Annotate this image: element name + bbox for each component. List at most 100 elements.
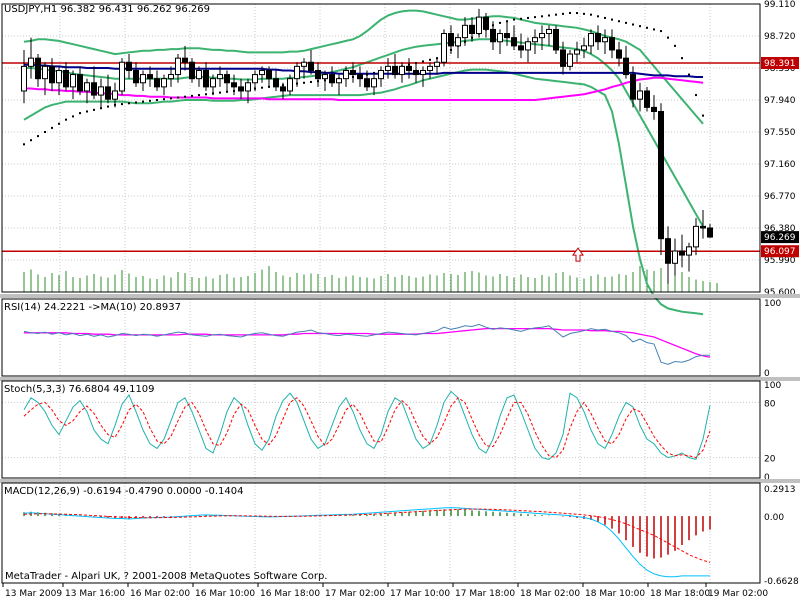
parabolic-sar-dot bbox=[499, 21, 501, 24]
level-price-box bbox=[761, 56, 799, 69]
price-axis-label: 98.720 bbox=[764, 32, 796, 42]
level-price-label: 96.097 bbox=[764, 247, 796, 257]
candle-body bbox=[294, 65, 300, 80]
macd-signal-line bbox=[23, 508, 711, 563]
level-price-box bbox=[761, 245, 799, 258]
candle-body bbox=[560, 49, 566, 67]
parabolic-sar-dot bbox=[520, 17, 522, 20]
parabolic-sar-dot bbox=[653, 28, 655, 31]
parabolic-sar-dot bbox=[226, 90, 228, 93]
parabolic-sar-dot bbox=[681, 57, 683, 60]
candle-body bbox=[434, 61, 440, 67]
price-panel-title: USDJPY,H1 96.382 96.431 96.262 96.269 bbox=[4, 4, 210, 15]
stochastic-panel-frame bbox=[1, 380, 761, 479]
candle-body bbox=[84, 82, 90, 92]
candle-body bbox=[679, 250, 685, 256]
candle-body bbox=[280, 86, 286, 92]
parabolic-sar-dot bbox=[632, 23, 634, 26]
up-arrow-icon[interactable] bbox=[572, 247, 584, 262]
candle-body bbox=[350, 69, 356, 76]
candle-body bbox=[392, 65, 398, 76]
parabolic-sar-dot bbox=[513, 18, 515, 21]
candle-body bbox=[147, 74, 153, 80]
candle-body bbox=[119, 61, 125, 92]
candle-body bbox=[329, 74, 335, 84]
candle-body bbox=[126, 61, 132, 71]
candle-body bbox=[574, 49, 580, 55]
candle-body bbox=[385, 65, 391, 71]
candle-body bbox=[700, 225, 706, 229]
candle-body bbox=[399, 65, 405, 76]
current-price-box bbox=[761, 231, 799, 244]
candle-body bbox=[455, 37, 461, 47]
parabolic-sar-dot bbox=[569, 12, 571, 15]
candle-body bbox=[245, 82, 251, 92]
candle-body bbox=[378, 69, 384, 80]
panel-separator[interactable] bbox=[0, 294, 800, 298]
parabolic-sar-dot bbox=[65, 118, 67, 121]
candle-body bbox=[217, 74, 223, 80]
price-panel[interactable]: 99.110 98.720 98.330 97.940 97.550 97.160 96.7… bbox=[1, 0, 800, 316]
parabolic-sar-dot bbox=[170, 97, 172, 100]
parabolic-sar-dot bbox=[527, 16, 529, 19]
candle-body bbox=[602, 37, 608, 43]
candle-body bbox=[98, 86, 104, 96]
candle-body bbox=[336, 78, 342, 84]
candle-body bbox=[651, 106, 657, 112]
parabolic-sar-dot bbox=[51, 126, 53, 129]
time-axis-label: 19 Mar 02:00 bbox=[708, 589, 768, 599]
candle-body bbox=[539, 33, 545, 39]
candle-body bbox=[672, 250, 678, 264]
parabolic-sar-dot bbox=[135, 101, 137, 104]
parabolic-sar-dot bbox=[191, 94, 193, 97]
parabolic-sar-dot bbox=[604, 16, 606, 19]
macd-panel[interactable]: 0.2913 0.00 -0.6628 bbox=[0, 479, 800, 587]
price-axis-label: 99.110 bbox=[764, 0, 796, 10]
parabolic-sar-dot bbox=[149, 99, 151, 102]
candle-body bbox=[343, 69, 349, 80]
candle-body bbox=[133, 69, 139, 84]
candle-body bbox=[238, 86, 244, 92]
parabolic-sar-dot bbox=[695, 94, 697, 97]
price-axis-label: 96.770 bbox=[764, 192, 796, 202]
stoch-signal-line bbox=[23, 397, 711, 459]
candle-body bbox=[322, 74, 328, 80]
candle-body bbox=[259, 69, 265, 76]
price-axis-label: 95.600 bbox=[764, 288, 796, 298]
parabolic-sar-dot bbox=[156, 99, 158, 101]
panel-separator[interactable] bbox=[0, 479, 800, 483]
panel-separator[interactable] bbox=[0, 377, 800, 381]
candle-body bbox=[315, 69, 321, 80]
parabolic-sar-dot bbox=[205, 93, 207, 96]
time-axis-label: 13 Mar 16:00 bbox=[65, 589, 125, 599]
candle-body bbox=[616, 49, 622, 59]
macd-axis-label: -0.6628 bbox=[764, 577, 799, 587]
candle-body bbox=[595, 33, 601, 43]
macd-line bbox=[23, 507, 710, 578]
parabolic-sar-dot bbox=[688, 73, 690, 76]
price-axis-label: 98.330 bbox=[764, 64, 796, 74]
time-axis-label: 16 Mar 02:00 bbox=[130, 589, 190, 599]
candle-body bbox=[357, 74, 363, 80]
parabolic-sar-dot bbox=[163, 98, 165, 101]
candle-body bbox=[196, 69, 202, 80]
time-axis-label: 17 Mar 18:00 bbox=[455, 589, 515, 599]
candle-body bbox=[441, 33, 447, 63]
parabolic-sar-dot bbox=[79, 112, 81, 115]
rsi-panel[interactable]: 100 0 bbox=[0, 294, 800, 379]
parabolic-sar-dot bbox=[625, 21, 627, 24]
candle-body bbox=[140, 74, 146, 84]
stochastic-panel[interactable]: 100 80 20 0 bbox=[0, 377, 800, 483]
parabolic-sar-dot bbox=[261, 86, 263, 89]
candle-body bbox=[518, 45, 524, 51]
parabolic-sar-dot bbox=[562, 12, 564, 15]
parabolic-sar-dot bbox=[667, 36, 669, 39]
candle-body bbox=[637, 90, 643, 100]
macd-axis-label: 0.00 bbox=[764, 513, 784, 523]
candle-body bbox=[28, 57, 34, 67]
candle-body bbox=[707, 227, 713, 238]
candle-body bbox=[525, 41, 531, 51]
candle-body bbox=[420, 69, 426, 76]
bollinger-lower-line bbox=[23, 68, 704, 316]
